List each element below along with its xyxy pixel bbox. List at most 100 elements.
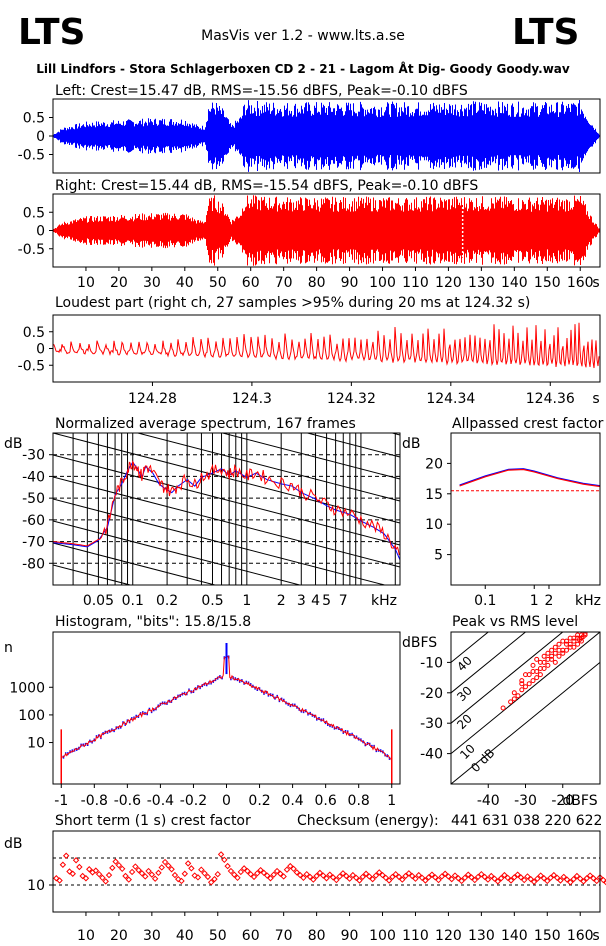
crest-ticks: 20 15 10 5 0.1 1 2 kHz [425, 456, 601, 609]
peakrms-point [526, 681, 532, 687]
peakrms-point [545, 662, 551, 668]
stcrest-point [435, 876, 442, 884]
crest-ytick-label: 5 [434, 548, 443, 564]
spectrum-plot [53, 433, 400, 585]
stcrest-point [313, 872, 320, 880]
peakrms-point [575, 641, 581, 647]
stcrest-point [82, 875, 90, 882]
peakrms-xtick-label: -40 [477, 793, 500, 809]
peakrms-point [508, 699, 514, 705]
stcrest-point [534, 875, 541, 882]
peakrms-point [552, 650, 558, 656]
stcrest-point [319, 872, 327, 879]
stcrest-point [567, 879, 574, 886]
loudest-series [52, 322, 600, 369]
stcrest-point [517, 874, 525, 881]
stcrest-point [250, 873, 258, 881]
peakrms-diagonal [451, 661, 600, 784]
stcrest-point [527, 875, 535, 883]
stcrest-point [211, 875, 218, 883]
stcrest-xtick-label: 60 [242, 928, 260, 944]
peakrms-point [577, 637, 582, 643]
stcrest-point [603, 880, 606, 886]
stcrest-point [53, 875, 60, 882]
loudest-frame [52, 314, 601, 383]
histogram-plot [60, 642, 393, 784]
histogram-xtick-label: -1 [54, 793, 68, 809]
stcrest-point [296, 871, 304, 879]
stcrest-point [369, 875, 376, 883]
peakrms-diagonal [451, 632, 564, 724]
stcrest-point [550, 871, 558, 879]
stcrest-point [280, 873, 287, 880]
peakrms-ylabel: dBFS [402, 635, 437, 651]
spectrum-slope [53, 564, 133, 585]
spectrum-inner [53, 433, 400, 585]
loudest-ytick-label: 0 [36, 342, 45, 358]
stcrest-point [553, 874, 561, 882]
spectrum-xunit: kHz [371, 593, 397, 609]
stcrest-point [389, 873, 396, 881]
stcrest-point [385, 877, 393, 884]
spectrum-ytick-label: -50 [22, 491, 45, 507]
spectrum-xtick-label: 4 [311, 593, 320, 609]
peakrms-point [560, 650, 566, 656]
stcrest-point [66, 868, 73, 875]
stcrest-point [201, 870, 208, 877]
histogram-xtick-label: 0.6 [315, 793, 337, 809]
stcrest-point [244, 867, 251, 875]
peakrms-point [549, 647, 555, 653]
peakrms-point [552, 659, 558, 665]
stcrest-point [395, 873, 403, 881]
stcrest-point [207, 879, 215, 886]
peakrms-ytick-label: -10 [420, 655, 443, 671]
stcrest-point [445, 873, 452, 880]
stcrest-point [488, 872, 495, 880]
peakrms-point [534, 656, 540, 662]
right-xtick-label: 100 [369, 275, 396, 291]
peakrms-point [537, 672, 543, 678]
stcrest-xtick-label: 130 [468, 928, 495, 944]
spectrum-slope [135, 433, 400, 502]
stcrest-point [168, 866, 175, 873]
stcrest-point [112, 858, 119, 865]
stcrest-xtick-label: 70 [275, 928, 293, 944]
peakrms-title: Peak vs RMS level [452, 614, 578, 630]
stcrest-point [415, 871, 422, 879]
left-ytick-label: -0.5 [18, 148, 45, 164]
right-ytick-label: 0 [36, 224, 45, 240]
stcrest-point [290, 865, 297, 873]
crest-ytick-label: 20 [425, 456, 443, 472]
spectrum-slope [53, 498, 387, 585]
stcrest-point [227, 867, 235, 875]
spectrum-slope [53, 542, 217, 585]
stcrest-point [237, 868, 245, 876]
stcrest-point [204, 873, 212, 881]
stcrest-ticks: 10 10 20 30 40 50 60 70 80 90 100 110 120 130 140 150 16… [27, 878, 599, 944]
stcrest-point [448, 875, 455, 883]
histogram-xtick-label: -0.6 [114, 793, 141, 809]
left-ytick-label: 0 [36, 129, 45, 145]
loudest-title: Loudest part (right ch, 27 samples >95% … [55, 295, 530, 311]
stcrest-point [273, 867, 281, 875]
stcrest-point [356, 877, 363, 884]
peakrms-point [519, 681, 525, 687]
stcrest-point [326, 871, 334, 878]
right-xtick-label: 50 [209, 275, 227, 291]
spectrum-panel: Normalized average spectrum, 167 frames … [4, 416, 401, 609]
left-title: Left: Crest=15.47 dB, RMS=-15.56 dBFS, P… [55, 83, 468, 99]
stcrest-point [148, 871, 156, 878]
peakrms-point [530, 678, 536, 684]
stcrest-point [171, 871, 179, 879]
stcrest-point [405, 870, 413, 877]
stcrest-point [481, 873, 488, 881]
right-xtick-label: 130 [468, 275, 495, 291]
histogram-xtick-label: 0 [222, 793, 231, 809]
stcrest-point [580, 878, 587, 885]
right-series [53, 195, 600, 266]
stcrest-point [399, 876, 406, 883]
stcrest-point [132, 863, 139, 870]
stcrest-point [316, 869, 324, 877]
